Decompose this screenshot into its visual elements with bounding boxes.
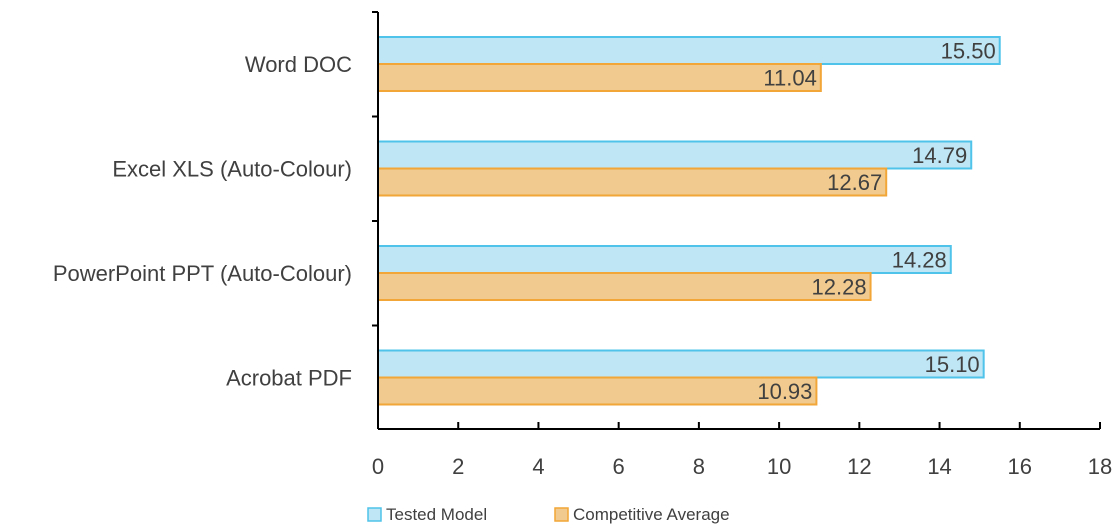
legend-swatch-competitive-average [554,507,569,522]
data-label: 12.28 [812,275,867,300]
bar-competitive-average-2 [377,167,888,197]
category-label: Word DOC [245,52,352,77]
bar-competitive-average-4 [377,376,818,406]
category-label: Excel XLS (Auto-Colour) [112,157,352,182]
x-tick-label: 14 [927,454,951,479]
legend: Tested Model Competitive Average [367,505,730,524]
x-tick-label: 18 [1088,454,1112,479]
x-tick-label: 0 [372,454,384,479]
x-tick-label: 16 [1008,454,1032,479]
data-labels-layer: 15.50 11.04 14.79 12.67 14.28 12.28 15.10 10.93 [757,39,995,405]
data-label: 15.10 [925,352,980,377]
bar-tested-model-3 [377,245,952,274]
x-tick-label: 4 [532,454,544,479]
data-label: 12.67 [827,170,882,195]
legend-label-competitive-average: Competitive Average [573,505,730,524]
category-label: Acrobat PDF [226,366,352,391]
legend-swatch-tested-model [367,507,382,522]
x-ticks-layer: 0 2 4 6 8 10 12 14 16 18 [372,11,1112,479]
bar-tested-model-2 [377,140,973,170]
category-labels-layer: Word DOC Excel XLS (Auto-Colour) PowerPoin… [53,52,352,391]
x-tick-label: 10 [767,454,791,479]
bar-competitive-average-3 [377,272,872,301]
x-tick-label: 2 [452,454,464,479]
x-tick-label: 6 [613,454,625,479]
data-label: 15.50 [941,39,996,64]
data-label: 10.93 [757,379,812,404]
x-tick-label: 8 [693,454,705,479]
category-label: PowerPoint PPT (Auto-Colour) [53,261,352,286]
bar-competitive-average-1 [377,63,822,92]
bar-tested-model-1 [377,36,1001,65]
data-label: 11.04 [763,66,816,91]
bar-tested-model-4 [377,349,985,379]
data-label: 14.28 [892,248,947,273]
bars-layer [377,36,1001,406]
x-tick-label: 12 [847,454,871,479]
data-label: 14.79 [912,143,967,168]
legend-label-tested-model: Tested Model [386,505,487,524]
